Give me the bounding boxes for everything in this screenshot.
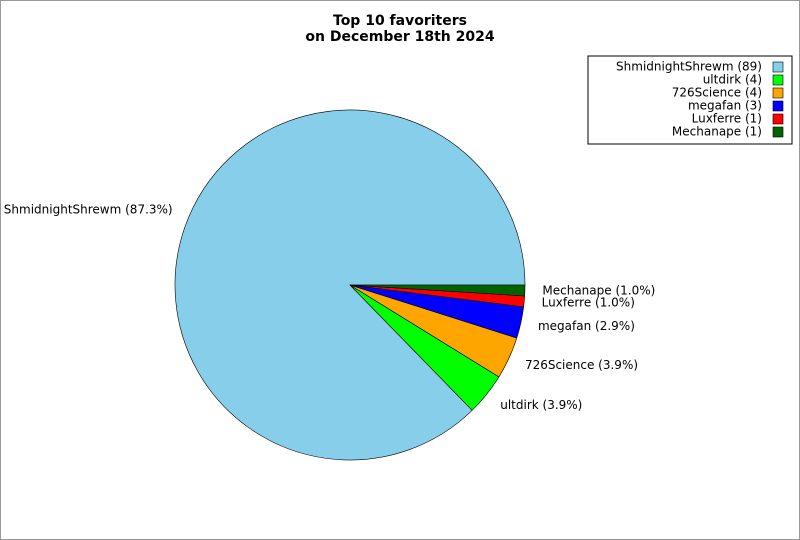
legend-swatch — [772, 126, 784, 138]
legend-swatch — [772, 87, 784, 99]
legend-label: Mechanape (1) — [672, 125, 762, 139]
legend-label: megafan (3) — [688, 99, 762, 113]
pie-slice — [349, 284, 526, 297]
legend-label: ShmidnightShrewm (89) — [616, 60, 762, 74]
legend-label: Luxferre (1) — [692, 112, 762, 126]
legend-swatch — [772, 100, 784, 112]
legend-swatch — [772, 113, 784, 125]
legend-box — [587, 55, 793, 145]
slice-label: Luxferre (1.0%) — [542, 296, 635, 310]
slice-label: ultdirk (3.9%) — [500, 398, 582, 412]
legend-label: ultdirk (4) — [703, 73, 762, 87]
slice-label: ShmidnightShrewm (87.3%) — [4, 203, 173, 217]
slice-label: megafan (2.9%) — [538, 319, 635, 333]
legend-label: 726Science (4) — [672, 86, 762, 100]
slice-label: Mechanape (1.0%) — [542, 284, 655, 298]
legend-swatch — [772, 61, 784, 73]
slice-label: 726Science (3.9%) — [525, 358, 638, 372]
legend-swatch — [772, 74, 784, 86]
chart-title: Top 10 favoriters on December 18th 2024 — [305, 13, 494, 45]
